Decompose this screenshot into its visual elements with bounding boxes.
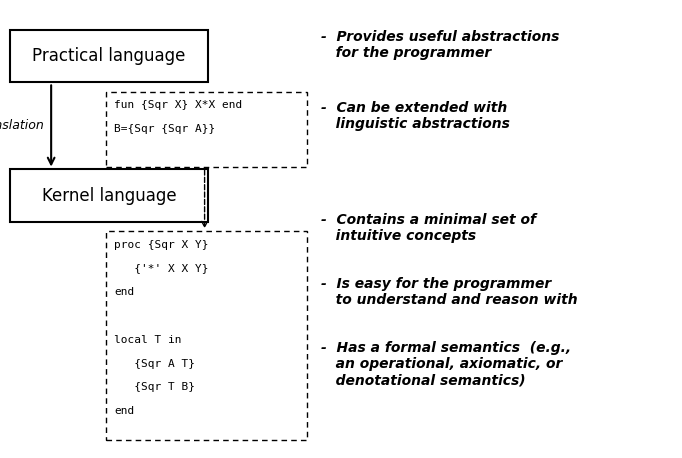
Text: -  Has a formal semantics  (e.g.,
   an operational, axiomatic, or
   denotation: - Has a formal semantics (e.g., an opera… [321, 341, 571, 387]
Text: fun {Sqr X} X*X end: fun {Sqr X} X*X end [114, 100, 242, 110]
Text: -  Provides useful abstractions
   for the programmer: - Provides useful abstractions for the p… [321, 30, 559, 60]
Text: B={Sqr {Sqr A}}: B={Sqr {Sqr A}} [114, 124, 215, 134]
Text: -  Contains a minimal set of
   intuitive concepts: - Contains a minimal set of intuitive co… [321, 213, 535, 243]
Text: {Sqr T B}: {Sqr T B} [114, 382, 195, 393]
Text: {Sqr A T}: {Sqr A T} [114, 359, 195, 369]
Text: {'*' X X Y}: {'*' X X Y} [114, 263, 209, 273]
Text: end: end [114, 287, 134, 297]
Text: Practical language: Practical language [33, 47, 186, 65]
Text: end: end [114, 406, 134, 416]
FancyBboxPatch shape [106, 92, 307, 167]
Text: -  Can be extended with
   linguistic abstractions: - Can be extended with linguistic abstra… [321, 101, 509, 131]
Text: Translation: Translation [0, 120, 44, 132]
FancyBboxPatch shape [10, 169, 208, 222]
Text: proc {Sqr X Y}: proc {Sqr X Y} [114, 240, 209, 250]
Text: Kernel language: Kernel language [42, 187, 177, 205]
FancyBboxPatch shape [10, 30, 208, 82]
Text: -  Is easy for the programmer
   to understand and reason with: - Is easy for the programmer to understa… [321, 277, 577, 307]
Text: local T in: local T in [114, 335, 181, 345]
FancyBboxPatch shape [106, 231, 307, 440]
